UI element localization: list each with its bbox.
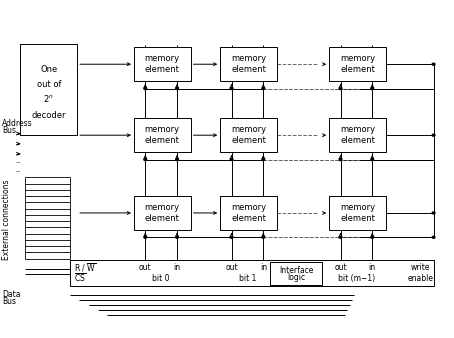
Circle shape <box>230 236 233 238</box>
Circle shape <box>176 236 178 238</box>
Text: One: One <box>40 65 57 74</box>
Text: $2^n$: $2^n$ <box>44 93 54 104</box>
Circle shape <box>432 212 435 214</box>
Bar <box>134 47 191 81</box>
Circle shape <box>262 159 265 161</box>
Text: memory
element: memory element <box>145 125 180 145</box>
Bar <box>329 47 386 81</box>
Text: $\overline{\rm CS}$: $\overline{\rm CS}$ <box>74 272 86 285</box>
Circle shape <box>144 159 147 161</box>
Text: in: in <box>260 263 267 272</box>
Text: in: in <box>173 263 181 272</box>
Text: bit (m−1): bit (m−1) <box>338 274 375 283</box>
Text: bit 0: bit 0 <box>153 274 170 283</box>
Text: R / $\overline{\rm W}$: R / $\overline{\rm W}$ <box>74 261 96 274</box>
Bar <box>70 260 434 286</box>
Circle shape <box>230 88 233 90</box>
Text: memory
element: memory element <box>231 54 266 74</box>
Circle shape <box>432 63 435 65</box>
Circle shape <box>339 88 342 90</box>
Text: in: in <box>369 263 376 272</box>
Text: memory
element: memory element <box>231 125 266 145</box>
Circle shape <box>144 236 147 238</box>
Circle shape <box>262 236 265 238</box>
Text: memory
element: memory element <box>145 54 180 74</box>
Bar <box>270 262 322 285</box>
Bar <box>134 196 191 230</box>
Text: out: out <box>334 263 347 272</box>
Circle shape <box>432 236 435 238</box>
Circle shape <box>339 159 342 161</box>
Circle shape <box>339 236 342 238</box>
Text: logic: logic <box>287 273 305 282</box>
Bar <box>220 196 277 230</box>
Text: Data: Data <box>2 290 21 299</box>
Text: bit 1: bit 1 <box>239 274 256 283</box>
Text: Bus: Bus <box>2 297 16 306</box>
Bar <box>220 118 277 152</box>
Text: memory
element: memory element <box>340 54 375 74</box>
Text: Bus: Bus <box>2 126 16 135</box>
Text: out: out <box>225 263 238 272</box>
Text: enable: enable <box>408 274 434 283</box>
Circle shape <box>432 134 435 136</box>
Text: Interface: Interface <box>279 266 313 275</box>
Bar <box>20 44 77 135</box>
Circle shape <box>371 236 374 238</box>
Text: memory
element: memory element <box>340 203 375 223</box>
Bar <box>329 118 386 152</box>
Circle shape <box>262 88 265 90</box>
Bar <box>220 47 277 81</box>
Text: memory
element: memory element <box>340 125 375 145</box>
Text: out of: out of <box>37 79 61 89</box>
Text: out: out <box>139 263 152 272</box>
Circle shape <box>176 88 178 90</box>
Circle shape <box>371 88 374 90</box>
Text: Address: Address <box>2 119 33 128</box>
Bar <box>329 196 386 230</box>
Circle shape <box>230 159 233 161</box>
Bar <box>134 118 191 152</box>
Text: memory
element: memory element <box>231 203 266 223</box>
Text: External connections: External connections <box>2 179 11 260</box>
Circle shape <box>144 88 147 90</box>
Text: write: write <box>411 263 430 272</box>
Text: memory
element: memory element <box>145 203 180 223</box>
Circle shape <box>176 159 178 161</box>
Circle shape <box>371 159 374 161</box>
Text: decoder: decoder <box>32 111 66 120</box>
